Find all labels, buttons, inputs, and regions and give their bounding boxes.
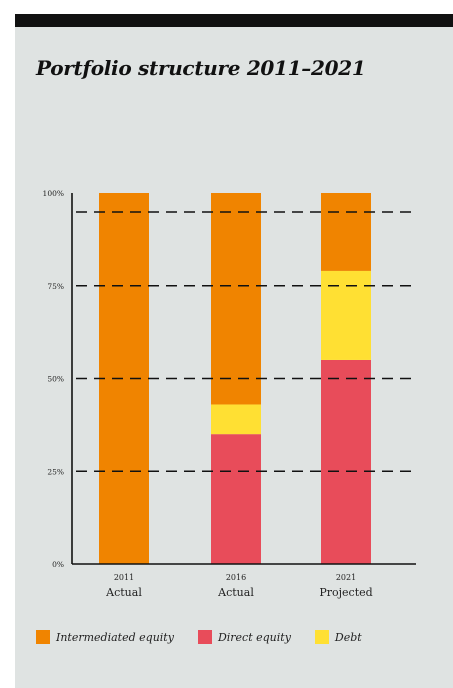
bar-segment-intermediated-equity-2021 bbox=[321, 193, 371, 271]
chart-legend: Intermediated equity Direct equity Debt bbox=[36, 628, 362, 646]
legend-swatch bbox=[36, 630, 50, 644]
y-tick-label: 0% bbox=[52, 560, 64, 569]
legend-label: Direct equity bbox=[217, 630, 291, 644]
y-tick-label: 50% bbox=[47, 375, 64, 384]
y-tick-label: 75% bbox=[47, 282, 64, 291]
legend-item: Debt bbox=[314, 630, 362, 644]
bar-segment-direct-equity-2016 bbox=[211, 434, 261, 564]
legend-swatch bbox=[197, 630, 212, 644]
legend-item: Direct equity bbox=[197, 630, 291, 644]
y-tick-label: 100% bbox=[43, 189, 64, 198]
x-tick-label: Actual bbox=[217, 586, 254, 599]
x-tick-label: Actual bbox=[105, 586, 142, 599]
x-tick-year: 2021 bbox=[336, 573, 356, 582]
header-bar bbox=[15, 14, 453, 27]
bar-segment-debt-2016 bbox=[211, 404, 261, 435]
bar-segment-intermediated-equity-2016 bbox=[211, 193, 261, 405]
legend-label: Debt bbox=[334, 630, 362, 644]
legend-item: Intermediated equity bbox=[36, 630, 174, 644]
y-tick-label: 25% bbox=[47, 467, 64, 476]
bar-segment-debt-2021 bbox=[321, 270, 371, 360]
legend-label: Intermediated equity bbox=[56, 630, 174, 644]
legend-swatch bbox=[314, 630, 329, 644]
x-tick-year: 2011 bbox=[114, 573, 134, 582]
x-tick-year: 2016 bbox=[226, 573, 246, 582]
bar-segment-direct-equity-2021 bbox=[321, 359, 371, 564]
x-tick-label: Projected bbox=[319, 586, 372, 599]
chart-title: Portfolio structure 2011–2021 bbox=[36, 56, 366, 80]
bar-segment-intermediated-equity-2011 bbox=[99, 193, 149, 564]
